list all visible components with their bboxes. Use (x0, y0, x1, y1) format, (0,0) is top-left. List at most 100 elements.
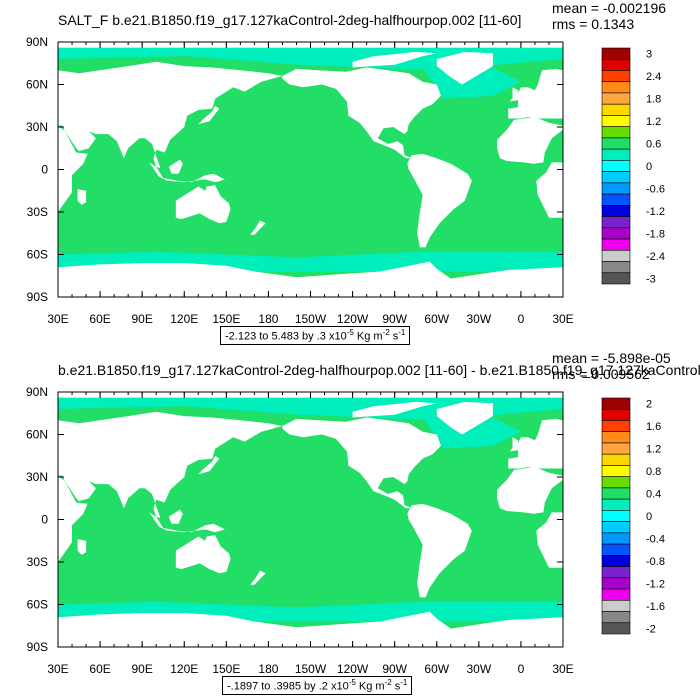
colorbar-swatch (601, 205, 631, 217)
colorbar-label: -0.8 (646, 556, 665, 568)
y-tick-label: 60S (27, 598, 48, 612)
antarctica-land (58, 611, 563, 647)
colorbar-swatch (601, 115, 631, 127)
x-tick-label: 30E (552, 662, 573, 676)
africa-south-land (536, 512, 563, 568)
colorbar-swatch (601, 420, 631, 433)
colorbar-label: 2.4 (646, 71, 661, 83)
y-tick-label: 90N (26, 35, 48, 49)
x-tick-label: 150W (295, 312, 327, 326)
colorbar-swatch (601, 611, 631, 624)
colorbar-swatch (601, 261, 631, 274)
x-tick-label: 0 (518, 312, 525, 326)
colorbar-label: -2.4 (646, 251, 665, 263)
colorbar-swatch (601, 70, 631, 83)
chart-title: SALT_F b.e21.B1850.f19_g17.127kaControl-… (58, 12, 522, 28)
colorbar-swatch (601, 81, 631, 94)
eurasia-land (58, 61, 283, 169)
greenland-land (436, 51, 493, 85)
colorbar-swatch (601, 58, 631, 71)
x-tick-label: 60E (89, 662, 110, 676)
colorbar-swatch (601, 227, 631, 240)
colorbar-swatch (601, 476, 631, 489)
chart-panel-2: b.e21.B1850.f19_g17.127kaControl-2deg-ha… (0, 350, 700, 700)
x-tick-label: 0 (518, 662, 525, 676)
y-tick-label: 60N (26, 78, 48, 92)
colorbar-label: 3 (646, 49, 652, 61)
y-tick-label: 0 (41, 163, 48, 177)
x-tick-label: 90E (131, 662, 152, 676)
uk-land (512, 87, 519, 99)
y-tick-label: 30N (26, 120, 48, 134)
uk-land (512, 437, 519, 449)
north-america-land (282, 67, 441, 159)
indonesia-land (149, 162, 225, 183)
colorbar-swatch (601, 431, 631, 444)
rms-stat: rms = 0.009562 (552, 366, 650, 382)
x-tick-label: 120E (170, 312, 198, 326)
x-tick-label: 120W (337, 312, 369, 326)
colorbar-swatch (601, 160, 631, 172)
contour-range-label: -.1897 to .3985 by .2 x10-5 Kg m-2 s-1 (222, 676, 413, 695)
colorbar-swatch (601, 442, 631, 455)
colorbar-label: 1.2 (646, 116, 661, 128)
colorbar-swatch (601, 103, 631, 116)
x-tick-label: 60E (89, 312, 110, 326)
arctic-anomaly-band (58, 47, 563, 71)
colorbar-swatch (601, 137, 631, 150)
australia-land (175, 185, 231, 224)
y-tick-label: 60N (26, 428, 48, 442)
y-tick-label: 30S (27, 555, 48, 569)
colorbar-label: 1.6 (646, 421, 661, 433)
colorbar-swatch (601, 465, 631, 477)
borneo-land (168, 159, 183, 174)
antarctica-land (58, 261, 563, 297)
africa-east-land (58, 125, 88, 212)
africa-south-land (536, 162, 563, 218)
colorbar-swatch (601, 47, 631, 60)
colorbar-label: -1.6 (646, 601, 665, 613)
arctic-islands-land (352, 51, 437, 68)
colorbar-swatch (601, 216, 631, 229)
x-tick-label: 90W (382, 312, 407, 326)
europe-west-land (508, 68, 563, 119)
map-plot: 30E 60E 90E 120E 150E 180 150W 120W 90W 60W 30W 0 30… (26, 385, 665, 676)
arctic-anomaly-band (58, 397, 563, 421)
x-tick-label: 120E (170, 662, 198, 676)
colorbar-label: -1.2 (646, 578, 665, 590)
colorbar-label: 1.8 (646, 94, 661, 106)
x-tick-label: 90E (131, 312, 152, 326)
colorbar-label: 0.4 (646, 489, 661, 501)
x-tick-label: 150W (295, 662, 327, 676)
europe-west-land (508, 418, 563, 469)
north-atlantic-anomaly-patch (422, 417, 521, 449)
x-tick-label: 30W (466, 312, 491, 326)
greenland-land (436, 401, 493, 435)
x-tick-label: 60W (424, 662, 449, 676)
contour-range-label: -2.123 to 5.483 by .3 x10-5 Kg m-2 s-1 (220, 326, 411, 345)
x-tick-label: 180 (258, 662, 278, 676)
colorbar-swatch (601, 453, 631, 466)
colorbar-swatch (601, 566, 631, 579)
y-tick-label: 30N (26, 470, 48, 484)
colorbar-swatch (601, 272, 631, 285)
australia-land (175, 535, 231, 574)
madagascar-land (77, 189, 87, 205)
colorbar-label: -3 (646, 273, 656, 285)
colorbar-label: -0.4 (646, 533, 665, 545)
borneo-land (168, 509, 183, 524)
colorbar-label: 0 (646, 161, 652, 173)
colorbar-swatch (601, 148, 631, 161)
colorbar-swatch (601, 126, 631, 139)
colorbar-swatch (601, 588, 631, 601)
y-tick-label: 90N (26, 385, 48, 399)
colorbar-swatch (601, 92, 631, 105)
colorbar-swatch (601, 408, 631, 421)
colorbar-swatch (601, 397, 631, 410)
x-tick-label: 150E (212, 312, 240, 326)
arctic-islands-land (352, 401, 437, 418)
colorbar-label: 1.2 (646, 444, 661, 456)
y-tick-label: 60S (27, 248, 48, 262)
y-tick-label: 30S (27, 205, 48, 219)
japan-land (198, 455, 220, 475)
